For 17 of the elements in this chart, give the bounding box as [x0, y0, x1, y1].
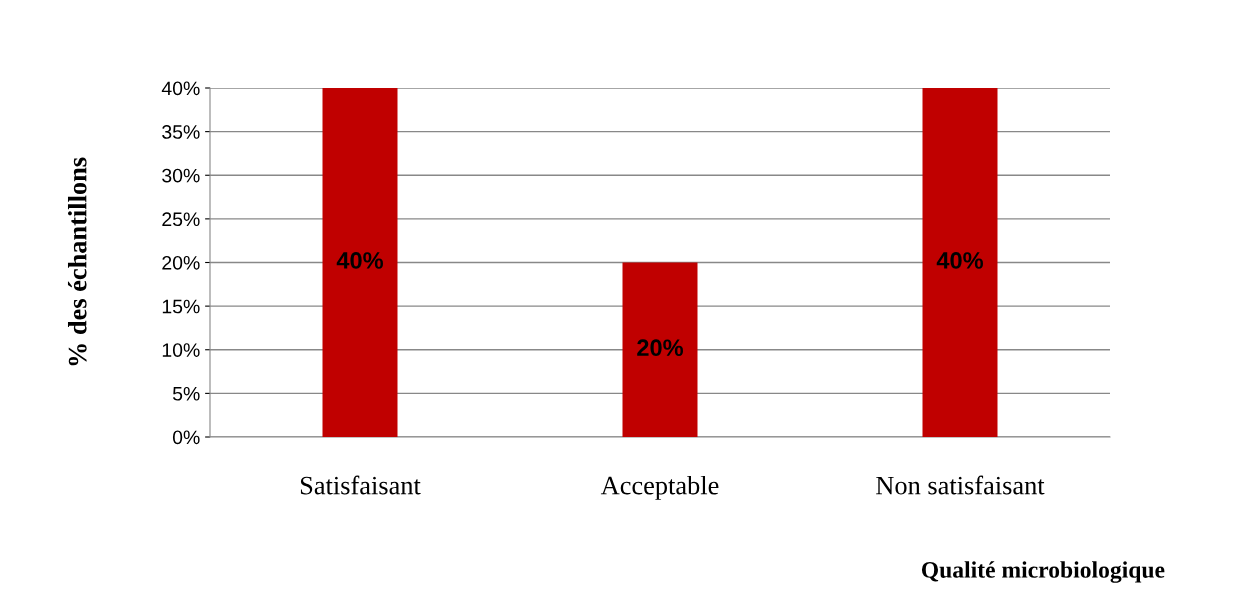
y-tick-label: 30% [162, 168, 200, 183]
data-label: 20% [637, 339, 684, 357]
x-tick-label: Satisfaisant [300, 475, 421, 495]
x-axis-title: Qualité microbiologique [921, 561, 1165, 583]
y-tick-label: 10% [162, 343, 200, 357]
y-tick-label: 40% [161, 81, 200, 96]
data-label: 40% [936, 252, 984, 269]
y-tick-label: 0% [172, 430, 200, 445]
y-tick-label: 20% [162, 255, 200, 270]
y-tick-label: 25% [162, 212, 200, 227]
y-axis-title: % des échantillons [67, 157, 87, 366]
y-tick-label: 35% [162, 125, 200, 139]
x-tick-label: Non satisfaisant [876, 475, 1045, 495]
x-tick-label: Acceptable [600, 475, 719, 500]
y-tick-label: 15% [162, 299, 200, 314]
data-label: 40% [336, 252, 384, 269]
y-tick-label: 5% [172, 386, 200, 401]
